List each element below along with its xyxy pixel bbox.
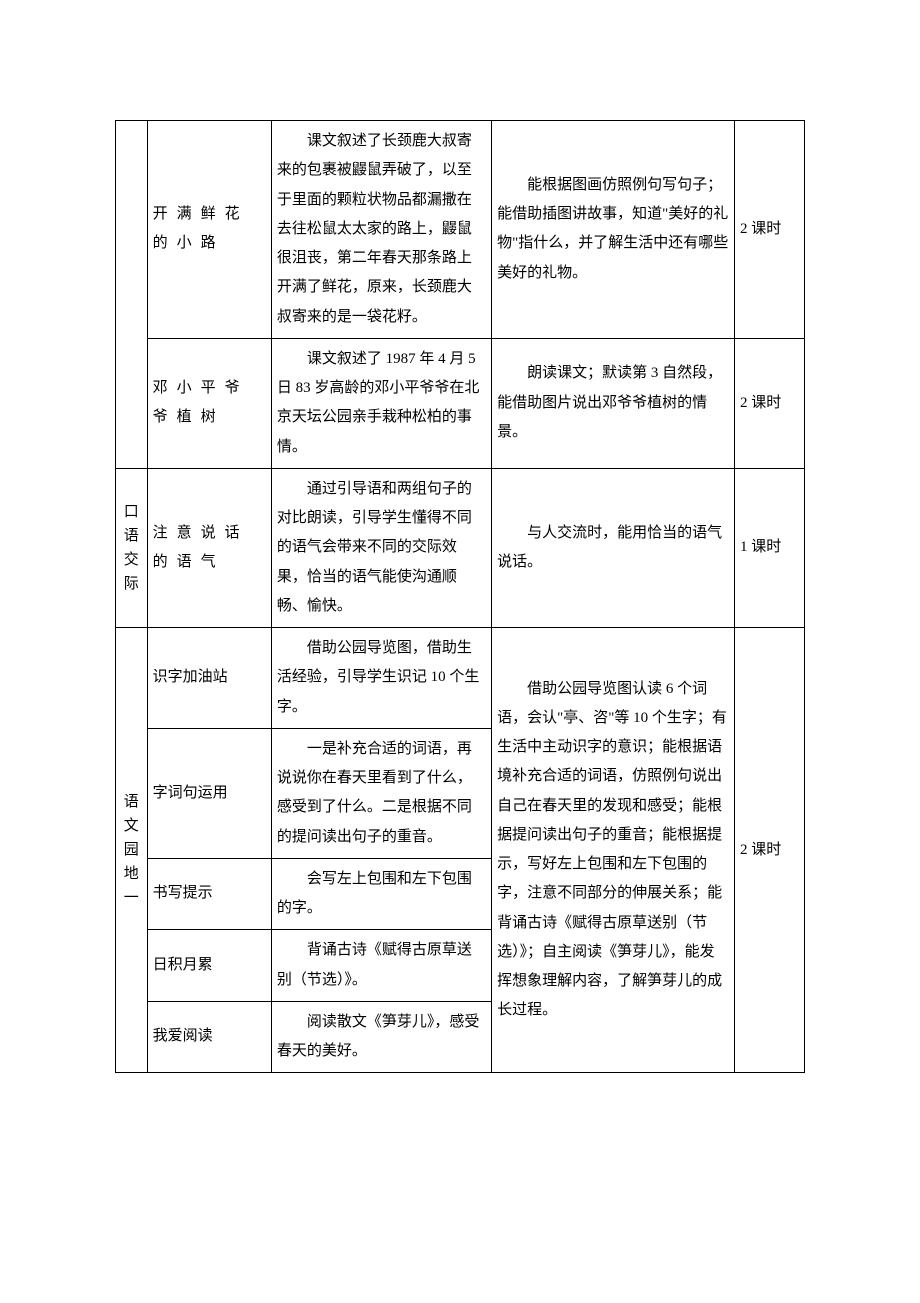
category-cell: 口语交际 <box>116 468 148 627</box>
description-cell: 阅读散文《笋芽儿》，感受春天的美好。 <box>271 1001 491 1073</box>
title-cell: 日积月累 <box>147 930 271 1002</box>
table-row: 语文园地一 识字加油站 借助公园导览图，借助生活经验，引导学生识记 10 个生字… <box>116 628 805 729</box>
lesson-title: 邓小平爷爷植树 <box>153 380 249 425</box>
table-row: 口语交际 注意说话的语气 通过引导语和两组句子的对比朗读，引导学生懂得不同的语气… <box>116 468 805 627</box>
hours-cell: 2 课时 <box>734 121 804 339</box>
category-cell <box>116 121 148 469</box>
description-cell: 会写左上包围和左下包围的字。 <box>271 858 491 930</box>
title-cell: 注意说话的语气 <box>147 468 271 627</box>
title-cell: 开满鲜花的小路 <box>147 121 271 339</box>
objective-cell: 能根据图画仿照例句写句子；能借助插图讲故事，知道"美好的礼物"指什么，并了解生活… <box>492 121 735 339</box>
table-row: 开满鲜花的小路 课文叙述了长颈鹿大叔寄来的包裹被鼹鼠弄破了，以至于里面的颗粒状物… <box>116 121 805 339</box>
objective-cell: 与人交流时，能用恰当的语气说话。 <box>492 468 735 627</box>
title-cell: 书写提示 <box>147 858 271 930</box>
description-cell: 一是补充合适的词语，再说说你在春天里看到了什么，感受到了什么。二是根据不同的提问… <box>271 728 491 858</box>
objective-cell: 朗读课文；默读第 3 自然段，能借助图片说出邓爷爷植树的情景。 <box>492 338 735 468</box>
curriculum-table: 开满鲜花的小路 课文叙述了长颈鹿大叔寄来的包裹被鼹鼠弄破了，以至于里面的颗粒状物… <box>115 120 805 1073</box>
lesson-title: 注意说话的语气 <box>153 525 249 570</box>
description-cell: 课文叙述了长颈鹿大叔寄来的包裹被鼹鼠弄破了，以至于里面的颗粒状物品都漏撒在去往松… <box>271 121 491 339</box>
lesson-title: 开满鲜花的小路 <box>153 206 249 251</box>
description-cell: 课文叙述了 1987 年 4 月 5 日 83 岁高龄的邓小平爷爷在北京天坛公园… <box>271 338 491 468</box>
title-cell: 字词句运用 <box>147 728 271 858</box>
hours-cell: 1 课时 <box>734 468 804 627</box>
category-cell: 语文园地一 <box>116 628 148 1073</box>
hours-cell: 2 课时 <box>734 338 804 468</box>
objective-cell: 借助公园导览图认读 6 个词语，会认"亭、咨"等 10 个生字；有生活中主动识字… <box>492 628 735 1073</box>
description-cell: 背诵古诗《赋得古原草送别（节选）》。 <box>271 930 491 1002</box>
description-cell: 借助公园导览图，借助生活经验，引导学生识记 10 个生字。 <box>271 628 491 729</box>
description-cell: 通过引导语和两组句子的对比朗读，引导学生懂得不同的语气会带来不同的交际效果，恰当… <box>271 468 491 627</box>
title-cell: 识字加油站 <box>147 628 271 729</box>
table-row: 邓小平爷爷植树 课文叙述了 1987 年 4 月 5 日 83 岁高龄的邓小平爷… <box>116 338 805 468</box>
hours-cell: 2 课时 <box>734 628 804 1073</box>
title-cell: 邓小平爷爷植树 <box>147 338 271 468</box>
title-cell: 我爱阅读 <box>147 1001 271 1073</box>
